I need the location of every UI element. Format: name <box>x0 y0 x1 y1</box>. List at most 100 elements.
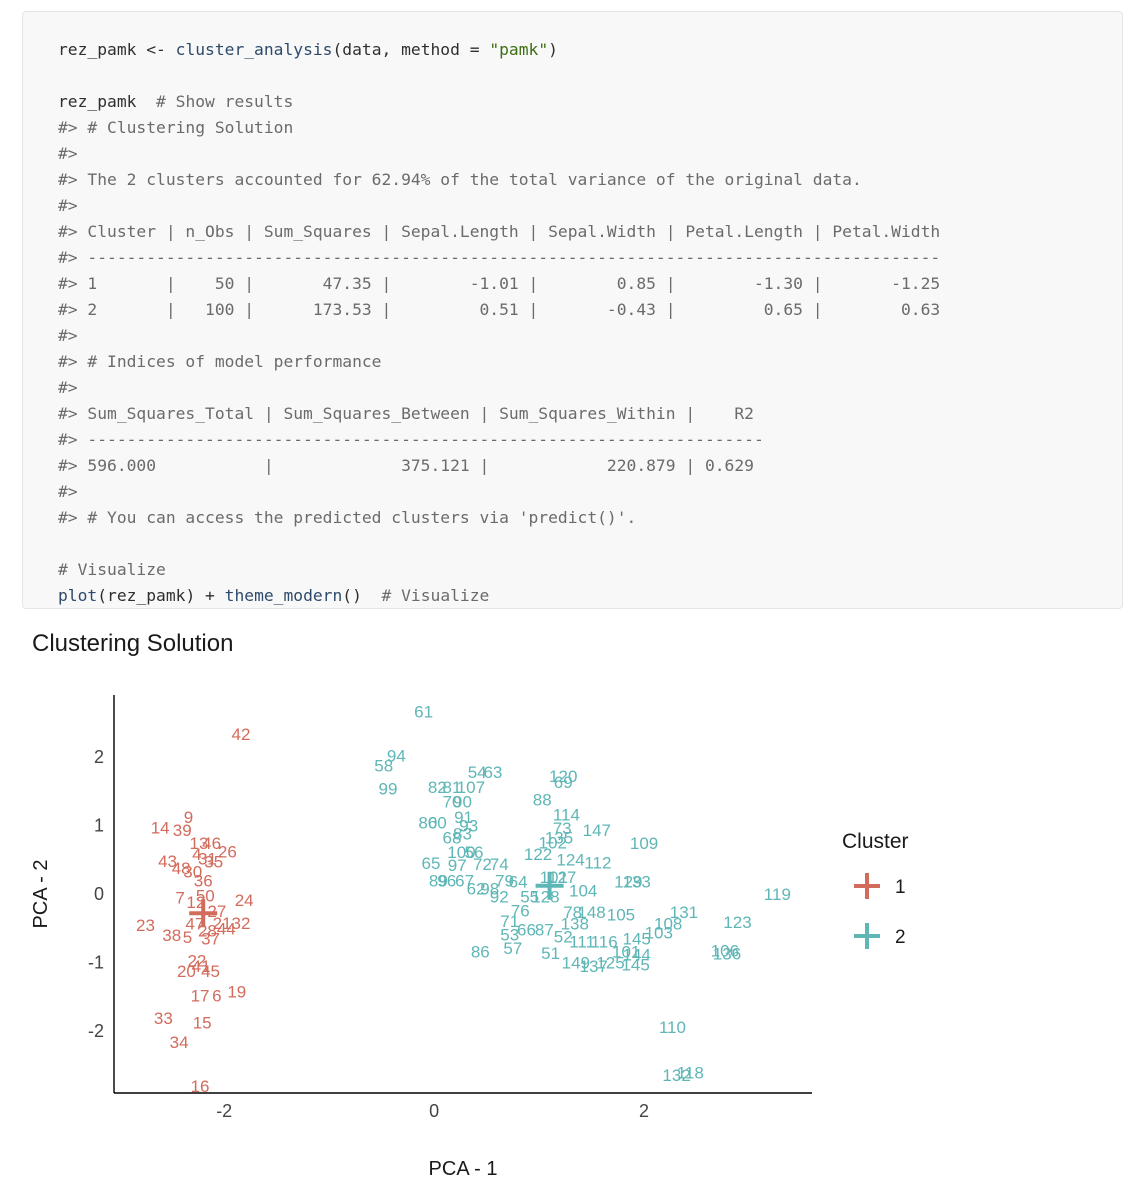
point-label: 80 <box>418 814 437 833</box>
point-label: 7 <box>175 888 184 907</box>
point-label: 119 <box>764 885 791 904</box>
point-label: 72 <box>473 855 492 874</box>
point-label: 45 <box>201 962 220 981</box>
point-label: 73 <box>553 819 572 838</box>
code-content[interactable]: rez_pamk <- cluster_analysis(data, metho… <box>58 37 940 609</box>
point-label: 36 <box>194 871 213 890</box>
code-token: plot <box>58 586 98 605</box>
point-label: 22 <box>187 952 206 971</box>
point-label: 129 <box>614 873 642 892</box>
point-label: 131 <box>670 903 698 922</box>
code-token: theme_modern <box>224 586 343 605</box>
code-token: rez_pamk <- <box>58 40 176 59</box>
code-token: (data, method = <box>332 40 490 59</box>
code-token: #> # Clustering Solution <box>58 118 294 137</box>
point-label: 98 <box>480 880 499 899</box>
code-line: plot(rez_pamk) + theme_modern() # Visual… <box>58 583 940 609</box>
point-label: 148 <box>577 903 605 922</box>
point-label: 82 <box>428 778 447 797</box>
point-label: 99 <box>378 779 397 798</box>
point-label: 101 <box>612 943 640 962</box>
x-tick-label: -2 <box>216 1101 232 1121</box>
code-line: #> # Clustering Solution <box>58 115 940 141</box>
x-tick-label: 2 <box>639 1101 649 1121</box>
point-label: 111 <box>569 932 595 951</box>
point-label: 93 <box>459 816 478 835</box>
point-label: 124 <box>556 851 584 870</box>
point-label: 103 <box>645 923 673 942</box>
y-tick-label: -1 <box>88 953 104 973</box>
point-label: 31 <box>198 849 217 868</box>
code-token: #> <box>58 378 78 397</box>
point-label: 57 <box>503 939 522 958</box>
point-label: 71 <box>500 912 519 931</box>
point-label: 47 <box>185 915 204 934</box>
point-label: 63 <box>483 763 502 782</box>
point-label: 51 <box>541 944 560 963</box>
code-line: #> 1 | 50 | 47.35 | -1.01 | 0.85 | -1.30… <box>58 271 940 297</box>
y-tick-label: -2 <box>88 1021 104 1041</box>
point-label: 66 <box>517 921 536 940</box>
code-line: #> <box>58 141 940 167</box>
point-label: 24 <box>235 891 254 910</box>
code-token: #> # You can access the predicted cluste… <box>58 508 637 527</box>
point-label: 136 <box>713 945 741 964</box>
code-token: #> -------------------------------------… <box>58 248 941 267</box>
legend-title: Cluster <box>842 830 909 853</box>
point-label: 96 <box>437 871 456 890</box>
point-label: 35 <box>204 853 223 872</box>
point-label: 64 <box>509 873 528 892</box>
code-token: #> 2 | 100 | 173.53 | 0.51 | -0.43 | 0.6… <box>58 300 941 319</box>
point-label: 88 <box>533 790 552 809</box>
point-label: 43 <box>158 852 177 871</box>
point-label: 70 <box>443 792 462 811</box>
point-label: 91 <box>454 808 473 827</box>
point-label: 144 <box>623 945 651 964</box>
code-token: () <box>342 586 382 605</box>
point-label: 69 <box>554 773 573 792</box>
code-token: # Visualize <box>381 586 490 605</box>
point-label: 23 <box>136 916 155 935</box>
point-label: 114 <box>553 805 580 824</box>
point-label: 102 <box>539 834 567 853</box>
code-token: rez_pamk <box>58 92 157 111</box>
code-line: #> 596.000 | 375.121 | 220.879 | 0.629 <box>58 453 940 479</box>
point-label: 135 <box>545 829 573 848</box>
point-label: 55 <box>520 888 539 907</box>
point-label: 123 <box>723 913 751 932</box>
point-label: 87 <box>535 921 554 940</box>
point-label: 9 <box>184 808 193 827</box>
point-label: 19 <box>227 982 246 1001</box>
point-label: 118 <box>677 1063 704 1082</box>
point-label: 112 <box>584 853 611 872</box>
point-label: 83 <box>453 825 472 844</box>
code-line: #> <box>58 193 940 219</box>
point-label: 14 <box>151 818 170 837</box>
y-tick-label: 2 <box>94 747 104 767</box>
point-label: 32 <box>232 914 251 933</box>
code-token: #> -------------------------------------… <box>58 430 764 449</box>
point-label: 52 <box>554 928 573 947</box>
code-line: #> The 2 clusters accounted for 62.94% o… <box>58 167 940 193</box>
point-label: 105 <box>607 906 635 925</box>
code-token: #> <box>58 482 78 501</box>
point-label: 16 <box>191 1077 210 1096</box>
point-label: 6 <box>212 987 221 1006</box>
point-label: 30 <box>183 862 202 881</box>
code-block: rez_pamk <- cluster_analysis(data, metho… <box>22 11 1123 609</box>
point-label: 68 <box>443 829 462 848</box>
point-label: 60 <box>428 814 447 833</box>
point-label: 21 <box>213 914 232 933</box>
point-label: 50 <box>196 886 215 905</box>
point-label: 120 <box>549 767 577 786</box>
point-label: 133 <box>623 873 651 892</box>
point-label: 107 <box>457 778 485 797</box>
point-label: 78 <box>563 903 582 922</box>
legend-label: 1 <box>895 877 906 898</box>
code-token: #> <box>58 326 78 345</box>
y-tick-label: 0 <box>94 884 104 904</box>
point-label: 86 <box>471 943 490 962</box>
x-tick-label: 0 <box>429 1101 439 1121</box>
code-line: #> 2 | 100 | 173.53 | 0.51 | -0.43 | 0.6… <box>58 297 940 323</box>
point-label: 92 <box>490 888 509 907</box>
